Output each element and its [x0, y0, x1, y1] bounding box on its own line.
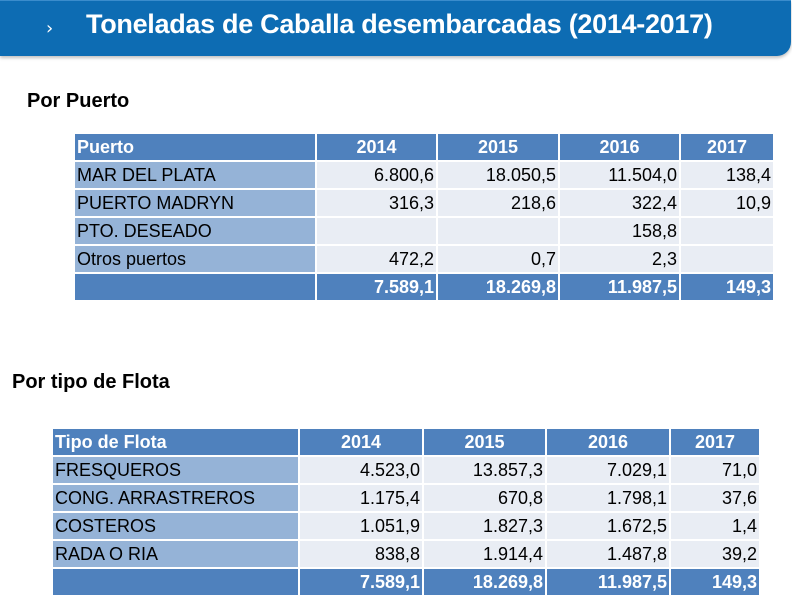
row-label: MAR DEL PLATA: [73, 160, 317, 190]
cell-2017: 10,9: [679, 188, 775, 218]
cell-2017: [679, 244, 775, 274]
total-2014: 7.589,1: [298, 567, 424, 597]
cell-2015: 13.857,3: [422, 455, 547, 485]
cell-2016: 158,8: [558, 216, 681, 246]
cell-2017: 71,0: [669, 455, 761, 485]
cell-2015: 670,8: [422, 483, 547, 513]
total-label: [73, 272, 317, 302]
column-header-2017: 2017: [669, 427, 761, 457]
cell-2017: 39,2: [669, 539, 761, 569]
table-por-tipo-de-flota: Tipo de Flota 2014 2015 2016 2017 FRESQU…: [51, 427, 761, 597]
row-label: PUERTO MADRYN: [73, 188, 317, 218]
row-label: Otros puertos: [73, 244, 317, 274]
cell-2014: 1.051,9: [298, 511, 424, 541]
table-row: COSTEROS 1.051,9 1.827,3 1.672,5 1,4: [51, 511, 761, 541]
total-2015: 18.269,8: [436, 272, 560, 302]
cell-2014: 316,3: [315, 188, 438, 218]
total-2014: 7.589,1: [315, 272, 438, 302]
column-header-2017: 2017: [679, 132, 775, 162]
row-label: PTO. DESEADO: [73, 216, 317, 246]
cell-2016: 1.798,1: [545, 483, 671, 513]
cell-2015: 0,7: [436, 244, 560, 274]
cell-2015: [436, 216, 560, 246]
total-2017: 149,3: [669, 567, 761, 597]
cell-2016: 1.672,5: [545, 511, 671, 541]
cell-2016: 11.504,0: [558, 160, 681, 190]
table-row: MAR DEL PLATA 6.800,6 18.050,5 11.504,0 …: [73, 160, 775, 190]
table-row: FRESQUEROS 4.523,0 13.857,3 7.029,1 71,0: [51, 455, 761, 485]
cell-2015: 1.827,3: [422, 511, 547, 541]
column-header-2015: 2015: [422, 427, 547, 457]
cell-2014: 6.800,6: [315, 160, 438, 190]
table-row: PTO. DESEADO 158,8: [73, 216, 775, 246]
cell-2017: [679, 216, 775, 246]
column-header-2016: 2016: [545, 427, 671, 457]
column-header-2014: 2014: [315, 132, 438, 162]
table-header-row: Tipo de Flota 2014 2015 2016 2017: [51, 427, 761, 457]
column-header-2014: 2014: [298, 427, 424, 457]
cell-2017: 138,4: [679, 160, 775, 190]
cell-2014: [315, 216, 438, 246]
cell-2017: 1,4: [669, 511, 761, 541]
row-label: CONG. ARRASTREROS: [51, 483, 300, 513]
table-row: Otros puertos 472,2 0,7 2,3: [73, 244, 775, 274]
cell-2014: 1.175,4: [298, 483, 424, 513]
cell-2017: 37,6: [669, 483, 761, 513]
chevron-right-icon: ›: [46, 18, 54, 39]
table-row: RADA O RIA 838,8 1.914,4 1.487,8 39,2: [51, 539, 761, 569]
column-header-puerto: Puerto: [73, 132, 317, 162]
title-banner: › Toneladas de Caballa desembarcadas (20…: [0, 0, 791, 56]
table-header-row: Puerto 2014 2015 2016 2017: [73, 132, 775, 162]
total-label: [51, 567, 300, 597]
cell-2015: 1.914,4: [422, 539, 547, 569]
cell-2014: 838,8: [298, 539, 424, 569]
row-label: RADA O RIA: [51, 539, 300, 569]
cell-2014: 472,2: [315, 244, 438, 274]
column-header-tipo-de-flota: Tipo de Flota: [51, 427, 300, 457]
cell-2016: 1.487,8: [545, 539, 671, 569]
section-heading-por-tipo-de-flota: Por tipo de Flota: [12, 371, 170, 393]
table-por-puerto: Puerto 2014 2015 2016 2017 MAR DEL PLATA…: [73, 132, 775, 302]
column-header-2016: 2016: [558, 132, 681, 162]
total-2016: 11.987,5: [558, 272, 681, 302]
cell-2016: 2,3: [558, 244, 681, 274]
cell-2014: 4.523,0: [298, 455, 424, 485]
cell-2016: 322,4: [558, 188, 681, 218]
section-heading-por-puerto: Por Puerto: [27, 90, 130, 112]
cell-2015: 218,6: [436, 188, 560, 218]
row-label: FRESQUEROS: [51, 455, 300, 485]
table-row: PUERTO MADRYN 316,3 218,6 322,4 10,9: [73, 188, 775, 218]
cell-2015: 18.050,5: [436, 160, 560, 190]
total-2016: 11.987,5: [545, 567, 671, 597]
total-2015: 18.269,8: [422, 567, 547, 597]
cell-2016: 7.029,1: [545, 455, 671, 485]
column-header-2015: 2015: [436, 132, 560, 162]
page-title: Toneladas de Caballa desembarcadas (2014…: [86, 9, 713, 39]
table-row: CONG. ARRASTREROS 1.175,4 670,8 1.798,1 …: [51, 483, 761, 513]
total-row: 7.589,1 18.269,8 11.987,5 149,3: [51, 567, 761, 597]
total-2017: 149,3: [679, 272, 775, 302]
total-row: 7.589,1 18.269,8 11.987,5 149,3: [73, 272, 775, 302]
row-label: COSTEROS: [51, 511, 300, 541]
